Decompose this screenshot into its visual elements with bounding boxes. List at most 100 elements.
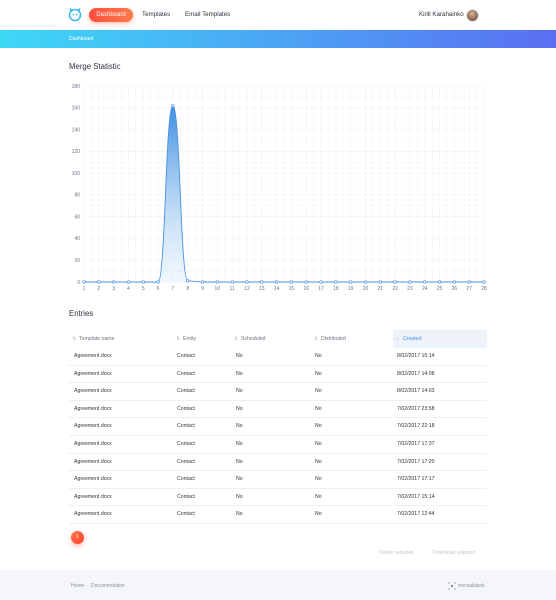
column-label: Template name	[79, 336, 115, 342]
table-row[interactable]: Agreement.docx Contact No No 7/02/2017 12:44	[69, 506, 487, 524]
avatar[interactable]	[466, 9, 479, 22]
x-tick-label: 13	[259, 286, 265, 292]
data-point	[393, 280, 397, 284]
data-point	[363, 280, 368, 284]
y-tick-label: 0	[77, 280, 80, 286]
footer: Home · Documentation mentalstack	[0, 570, 556, 600]
table-row[interactable]: Agreement.docx Contact No No 7/02/2017 15:14	[69, 489, 487, 507]
download-selected-button[interactable]: Download selected	[433, 550, 476, 556]
x-tick-label: 3	[112, 286, 115, 292]
data-point	[408, 280, 412, 284]
column-header-created[interactable]: ↓ Created	[393, 330, 487, 348]
data-point	[126, 280, 131, 284]
nav-dashboard-button[interactable]: Dashboard	[89, 8, 133, 22]
table-cell: Contact	[177, 370, 195, 377]
table-cell: Agreement.docx	[74, 440, 112, 447]
table-cell: Agreement.docx	[74, 458, 112, 465]
x-tick-label: 1	[83, 286, 86, 292]
table-row[interactable]: Agreement.docx Contact No No 7/02/2017 17:37	[69, 436, 487, 454]
y-tick-label: 160	[72, 106, 81, 112]
top-navigation: Dashboard Templates Email Templates Kiri…	[0, 0, 556, 30]
column-header-scheduled[interactable]: ⇅ Scheduled	[231, 330, 311, 348]
column-header-entity[interactable]: ⇅ Entity	[173, 330, 231, 348]
x-tick-label: 27	[466, 286, 472, 292]
table-cell: No	[236, 353, 243, 359]
y-tick-label: 40	[74, 236, 80, 242]
x-tick-label: 11	[230, 286, 235, 292]
data-point	[200, 280, 205, 284]
data-point	[349, 280, 353, 284]
data-point	[274, 280, 279, 284]
table-cell: No	[236, 440, 243, 447]
x-tick-label: 12	[244, 286, 250, 292]
table-cell: 8/02/2017 14:03	[397, 388, 435, 395]
sort-icon: ⇅	[176, 336, 181, 342]
data-point	[82, 280, 86, 284]
logo-icon[interactable]	[67, 6, 83, 22]
table-cell: No	[315, 353, 322, 359]
x-tick-label: 17	[318, 286, 324, 292]
x-tick-label: 16	[303, 286, 309, 292]
x-tick-label: 23	[407, 286, 413, 292]
table-cell: 7/02/2017 17:37	[397, 440, 435, 447]
data-point	[156, 280, 160, 284]
table-cell: Contact	[177, 476, 195, 483]
nav-templates-link[interactable]: Templates	[142, 11, 171, 18]
y-tick-label: 100	[72, 171, 81, 177]
table-cell: No	[315, 405, 322, 412]
data-point	[230, 280, 234, 284]
x-tick-label: 19	[348, 286, 354, 292]
data-point	[215, 280, 219, 284]
x-tick-label: 6	[157, 286, 160, 292]
column-label: Distributed	[321, 336, 346, 342]
x-axis-labels: 1 2 3 4 5 6 7 8 9 10 11 12 13 14 15 16 17 18 19 20 21 22 23 24 2…	[83, 286, 487, 292]
table-cell: No	[236, 511, 243, 518]
column-label: Scheduled	[241, 336, 266, 342]
y-tick-label: 180	[72, 84, 81, 90]
y-tick-label: 20	[74, 258, 80, 264]
x-tick-label: 8	[186, 286, 189, 292]
x-tick-label: 14	[274, 286, 280, 292]
table-cell: No	[315, 388, 322, 395]
x-tick-label: 15	[289, 286, 295, 292]
x-tick-label: 24	[422, 286, 428, 292]
nav-email-templates-link[interactable]: Email Templates	[185, 11, 231, 18]
table-row[interactable]: Agreement.docx Contact No No 7/02/2017 17:20	[69, 454, 487, 472]
table-row[interactable]: Agreement.docx Contact No No 8/02/2017 15:14	[69, 348, 487, 366]
table-cell: Contact	[177, 440, 195, 447]
table-cell: Agreement.docx	[74, 476, 112, 483]
table-row[interactable]: Agreement.docx Contact No No 7/02/2017 22:18	[69, 418, 487, 436]
user-name[interactable]: Kirill Karahainko	[419, 11, 464, 18]
x-tick-label: 22	[392, 286, 398, 292]
footer-home-link[interactable]: Home	[71, 583, 85, 589]
table-cell: No	[236, 370, 243, 377]
table-row[interactable]: Agreement.docx Contact No No 7/02/2017 23:58	[69, 401, 487, 419]
y-tick-label: 120	[72, 149, 81, 155]
table-row[interactable]: Agreement.docx Contact No No 8/02/2017 14:03	[69, 383, 487, 401]
column-header-template-name[interactable]: ⇅ Template name	[69, 330, 173, 348]
data-point	[452, 280, 457, 284]
brand-logo[interactable]: mentalstack	[448, 581, 485, 591]
breadcrumb[interactable]: Dashboard	[69, 36, 94, 42]
x-tick-label: 26	[452, 286, 458, 292]
page-1-button[interactable]: 1	[71, 531, 84, 544]
chart-series	[82, 103, 486, 284]
entries-title: Entries	[69, 309, 94, 318]
data-point	[423, 280, 427, 284]
table-cell: Agreement.docx	[74, 353, 112, 359]
x-tick-label: 21	[378, 286, 384, 292]
data-point	[482, 280, 486, 284]
x-tick-label: 20	[363, 286, 369, 292]
data-point	[97, 280, 101, 284]
y-axis-labels: 0 20 40 60 80 100 120 140 160 180	[72, 84, 81, 286]
delete-selected-button[interactable]: Delete selected	[379, 550, 414, 556]
column-header-distributed[interactable]: ⇅ Distributed	[311, 330, 393, 348]
table-cell: Agreement.docx	[74, 423, 112, 430]
footer-documentation-link[interactable]: Documentation	[91, 583, 125, 589]
table-row[interactable]: Agreement.docx Contact No No 8/02/2017 14:08	[69, 366, 487, 384]
x-tick-label: 25	[437, 286, 443, 292]
table-row[interactable]: Agreement.docx Contact No No 7/02/2017 17:17	[69, 471, 487, 489]
table-cell: 8/02/2017 14:08	[397, 370, 435, 377]
table-cell: 7/02/2017 23:58	[397, 405, 435, 412]
